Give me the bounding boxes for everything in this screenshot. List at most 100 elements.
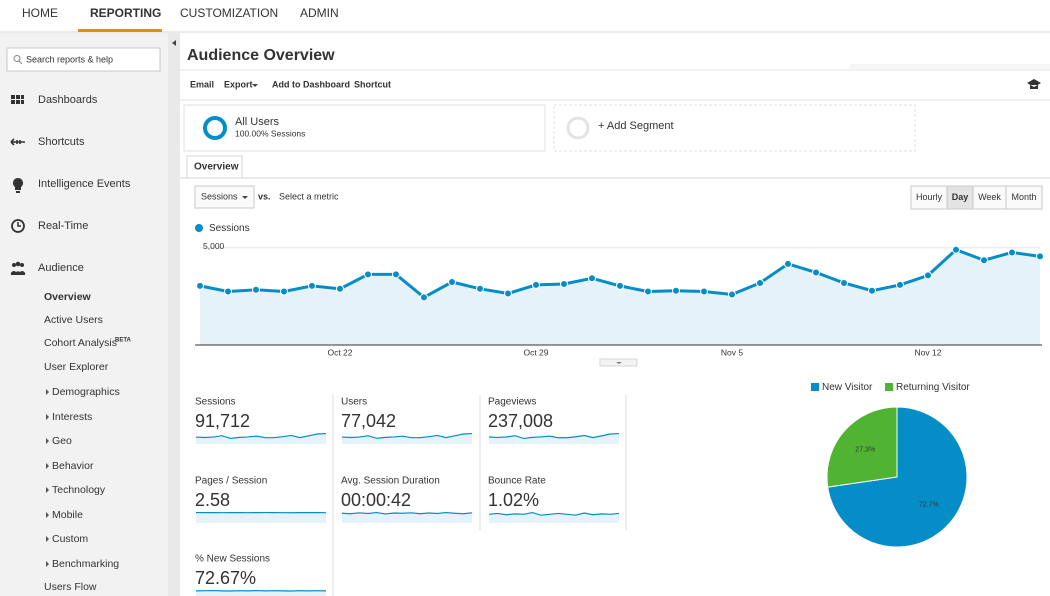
nav-active-underline: [78, 29, 162, 32]
data-point: [196, 281, 204, 290]
overview-tab[interactable]: [186, 155, 243, 179]
expand-arrow: [46, 561, 49, 567]
sidebar-subitem[interactable]: Cohort Analysis: [44, 337, 117, 349]
segment-detail: 100.00% Sessions: [235, 128, 305, 138]
scorecard-value: 72.67%: [195, 568, 256, 588]
expand-arrow: [46, 512, 49, 518]
granularity-label[interactable]: Hourly: [916, 192, 943, 202]
sidebar-section[interactable]: Audience: [38, 262, 84, 274]
metric-select[interactable]: [194, 185, 255, 209]
header-shade: [850, 64, 1050, 70]
pie-label: 27.3%: [855, 446, 875, 453]
audience-head: [15, 261, 21, 267]
toolbar-button[interactable]: Export: [224, 79, 253, 89]
sidebar-subitem[interactable]: Mobile: [52, 509, 83, 521]
data-point: [1036, 252, 1044, 261]
realtime-hand: [17, 222, 21, 227]
data-point: [1008, 248, 1016, 257]
scorecard-label: Pages / Session: [195, 476, 267, 487]
legend-swatch: [195, 224, 203, 232]
tab-label[interactable]: Overview: [194, 162, 239, 173]
legend-label: New Visitor: [822, 382, 873, 393]
sidebar-subitem[interactable]: Geo: [52, 435, 72, 447]
granularity-button[interactable]: [1005, 185, 1043, 210]
sidebar-subitem[interactable]: User Explorer: [44, 361, 109, 373]
realtime-icon: [11, 219, 25, 233]
scorecard-label: Sessions: [195, 397, 236, 408]
granularity-label[interactable]: Month: [1011, 192, 1036, 202]
expand-arrow: [46, 389, 49, 395]
scorecard-label: Bounce Rate: [488, 476, 546, 487]
sidebar-subitem[interactable]: Benchmarking: [52, 558, 119, 570]
granularity-label[interactable]: Day: [952, 192, 969, 202]
sidebar-section[interactable]: Real-Time: [38, 220, 88, 232]
top-nav: [0, 0, 1050, 32]
sparkline: [488, 511, 620, 516]
sidebar-collapse[interactable]: [168, 33, 180, 596]
data-point: [504, 289, 512, 298]
data-point: [896, 280, 904, 289]
sidebar-subitem[interactable]: Custom: [52, 533, 88, 545]
search-box[interactable]: [6, 47, 161, 72]
sparkline-area: [342, 433, 472, 444]
toolbar-button[interactable]: Add to Dashboard: [272, 79, 350, 89]
x-tick-label: Oct 29: [523, 347, 548, 357]
sidebar: [0, 33, 168, 596]
scorecard-label: Pageviews: [488, 397, 536, 408]
select-caret: [242, 196, 248, 199]
sidebar-subitem[interactable]: Active Users: [44, 314, 103, 326]
sidebar-section[interactable]: Dashboards: [38, 94, 98, 106]
page-title: Audience Overview: [187, 47, 335, 64]
sidebar-subitem[interactable]: Technology: [52, 484, 106, 496]
data-point: [756, 278, 764, 287]
nav-item[interactable]: HOME: [22, 6, 58, 20]
scorecard-value: 2.58: [195, 490, 230, 510]
sparkline: [341, 511, 473, 515]
nav-item[interactable]: ADMIN: [300, 6, 339, 20]
scorecard-label: Users: [341, 397, 367, 408]
audience-head: [12, 263, 16, 267]
data-point: [252, 285, 260, 294]
sidebar-subitem[interactable]: Overview: [44, 291, 92, 303]
legend-swatch: [885, 383, 893, 391]
add-segment[interactable]: + Add Segment: [598, 120, 674, 132]
sparkline: [488, 432, 620, 440]
sidebar-subitem[interactable]: Users Flow: [44, 581, 97, 593]
sidebar-section[interactable]: Intelligence Events: [38, 178, 131, 190]
segment-card[interactable]: [183, 104, 546, 152]
metric-name[interactable]: Sessions: [201, 191, 238, 201]
help-icon[interactable]: [1027, 79, 1041, 89]
search-icon-handle: [18, 60, 23, 65]
scorecard-value: 00:00:42: [341, 490, 411, 510]
toolbar-button[interactable]: Email: [190, 79, 214, 89]
data-point: [700, 287, 708, 296]
search-icon: [13, 55, 21, 62]
sparkline: [195, 432, 327, 440]
sidebar-subitem[interactable]: Interests: [52, 411, 92, 423]
data-point: [336, 284, 344, 293]
segment-name: All Users: [235, 116, 280, 128]
sidebar-subitem[interactable]: Demographics: [52, 386, 120, 398]
add-segment-card[interactable]: [553, 104, 916, 152]
scorecard-label: Avg. Session Duration: [341, 476, 440, 487]
y-tick-label: 5,000: [203, 241, 225, 251]
data-point: [616, 281, 624, 290]
sidebar-subitem[interactable]: Behavior: [52, 460, 94, 472]
expand-arrow: [46, 438, 49, 444]
nav-item[interactable]: REPORTING: [90, 6, 161, 20]
data-point: [924, 271, 932, 280]
x-tick-label: Nov 5: [721, 347, 743, 357]
collapse-arrow: [172, 40, 176, 46]
granularity-label[interactable]: Week: [978, 192, 1001, 202]
toolbar-button[interactable]: Shortcut: [354, 79, 391, 89]
nav-item[interactable]: CUSTOMIZATION: [180, 6, 278, 20]
sidebar-section[interactable]: Shortcuts: [38, 136, 85, 148]
select-metric[interactable]: Select a metric: [279, 191, 339, 201]
data-point: [840, 278, 848, 287]
data-point: [560, 279, 568, 288]
handle-caret: [616, 362, 622, 364]
segment-donut: [203, 116, 227, 140]
scorecard-value: 237,008: [488, 411, 553, 431]
search-placeholder[interactable]: Search reports & help: [26, 54, 113, 64]
